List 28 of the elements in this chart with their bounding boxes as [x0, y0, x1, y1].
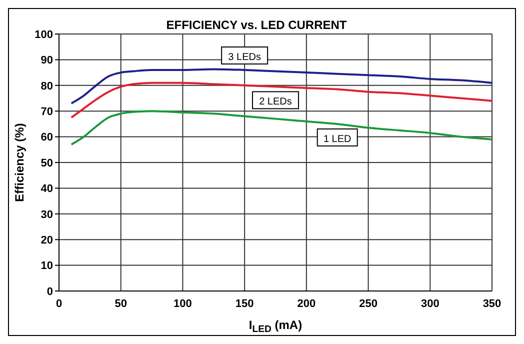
x-tick-label: 250 — [359, 298, 378, 310]
y-tick-label: 50 — [40, 157, 53, 170]
y-tick-label: 30 — [40, 208, 53, 221]
line-series — [70, 110, 492, 146]
x-tick-label: 50 — [114, 298, 127, 310]
x-tick-label: 0 — [56, 298, 62, 310]
x-tick-label: 200 — [297, 298, 316, 310]
y-tick-label: 70 — [40, 106, 53, 118]
x-tick-label: 100 — [174, 298, 192, 310]
y-tick-label: 20 — [40, 234, 53, 247]
y-tick-label: 10 — [40, 260, 53, 272]
y-tick-label: 60 — [40, 132, 53, 144]
line-series — [70, 68, 492, 104]
y-tick-label: 100 — [34, 28, 53, 41]
x-tick-label: 350 — [482, 298, 502, 310]
series-label: 2 LEDs — [259, 96, 292, 108]
y-tick-label: 90 — [40, 54, 53, 67]
line-series — [70, 82, 492, 119]
series-label: 3 LEDs — [228, 52, 261, 63]
x-tick-label: 300 — [420, 298, 440, 310]
y-axis-title: Efficiency (%) — [12, 123, 26, 202]
y-tick-label: 80 — [40, 80, 53, 92]
series-label: 1 LED — [323, 134, 352, 145]
chart-title: EFFICIENCY vs. LED CURRENT — [166, 18, 348, 32]
x-axis-title: I$_{LED}$ (mA) — [248, 318, 302, 335]
y-tick-label: 40 — [40, 183, 53, 196]
x-tick-label: 150 — [235, 298, 254, 310]
y-tick-label: 0 — [46, 286, 53, 298]
